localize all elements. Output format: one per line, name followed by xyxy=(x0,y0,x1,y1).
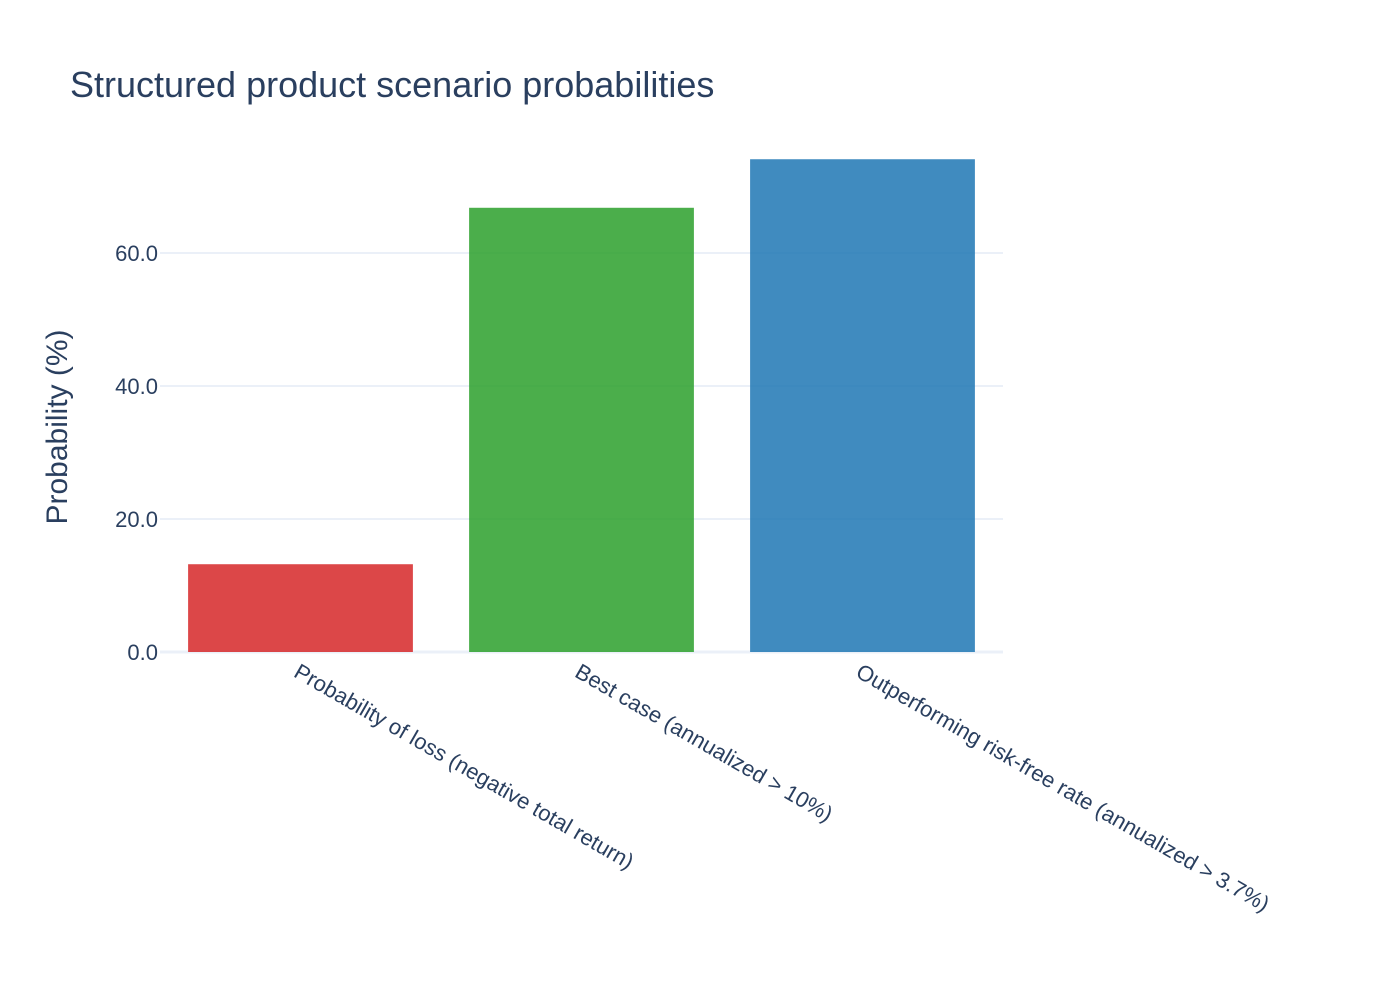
y-axis-title: Probability (%) xyxy=(41,329,74,524)
bars xyxy=(188,159,975,653)
y-tick-labels: 0.0 20.0 40.0 60.0 xyxy=(115,241,158,665)
bar-3 xyxy=(750,159,975,653)
x-tick-label: Probability of loss (negative total retu… xyxy=(290,659,638,874)
x-tick-label: Outperforming risk-free rate (annualized… xyxy=(852,659,1274,917)
x-tick-labels: Probability of loss (negative total retu… xyxy=(290,659,1274,917)
y-tick-label: 0.0 xyxy=(127,640,158,665)
y-tick-label: 60.0 xyxy=(115,241,158,266)
bar-1 xyxy=(188,564,413,652)
bar-2 xyxy=(469,207,694,652)
y-tick-label: 20.0 xyxy=(115,507,158,532)
x-tick-label: Best case (annualized > 10%) xyxy=(571,659,837,827)
chart-title: Structured product scenario probabilitie… xyxy=(70,64,715,105)
y-tick-label: 40.0 xyxy=(115,374,158,399)
